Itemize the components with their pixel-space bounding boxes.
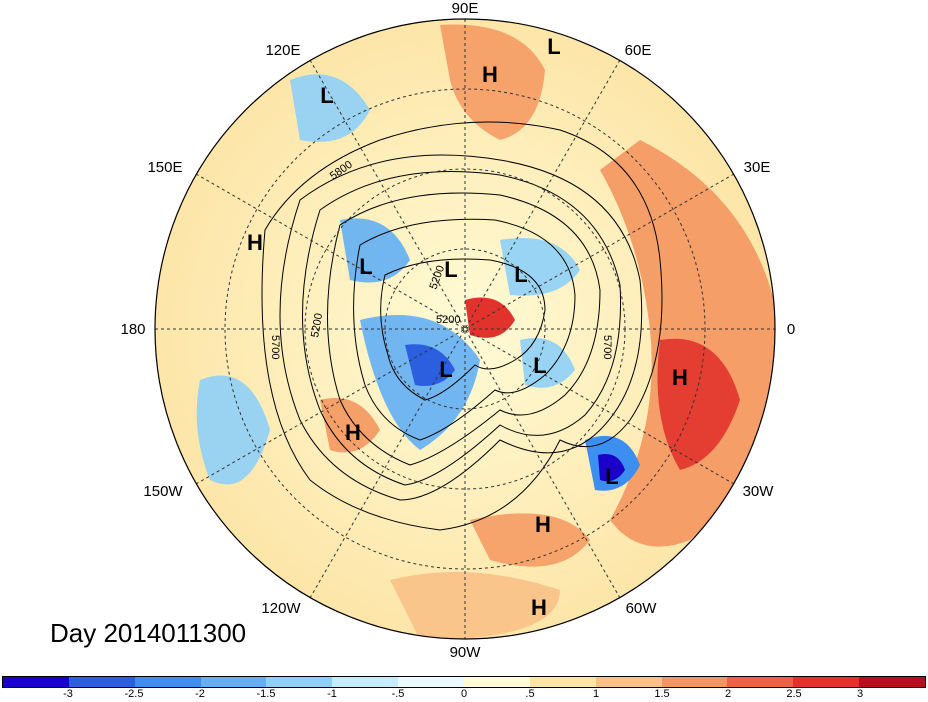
colorbar-swatch [529, 677, 596, 687]
high-marker: H [482, 62, 498, 87]
colorbar-swatch [68, 677, 135, 687]
low-marker: L [320, 83, 333, 108]
lon-90w: 90W [450, 644, 482, 661]
colorbar-swatch [859, 677, 926, 687]
high-marker: H [672, 365, 688, 390]
colorbar-swatch [464, 677, 530, 687]
height-contours [261, 121, 663, 531]
colorbar-tick-label: 0 [460, 688, 468, 700]
colorbar-swatch [266, 677, 333, 687]
lon-150e: 150E [147, 159, 182, 176]
colorbar-ticks: -3 -2.5 -2 -1.5 -1 -.5 0 .5 1 1.5 2 2.5 3 [0, 688, 928, 702]
lon-150w: 150W [143, 483, 183, 500]
map-border [154, 18, 776, 640]
colorbar-swatch [595, 677, 662, 687]
colorbar-swatch [727, 677, 794, 687]
colorbar-tick-label: -.5 [391, 688, 405, 700]
lon-180: 180 [120, 321, 145, 338]
lon-90e: 90E [452, 0, 479, 17]
colorbar-tick-label: 1 [592, 688, 600, 700]
low-marker: L [444, 257, 457, 282]
contour-label: 5200 [436, 314, 460, 326]
colorbar-swatch [3, 677, 69, 687]
colorbar-swatch [398, 677, 465, 687]
lon-120w: 120W [261, 600, 301, 617]
lon-120e: 120E [265, 42, 300, 59]
colorbar-tick-label: -3 [63, 688, 73, 700]
colorbar [2, 676, 926, 688]
high-marker: H [535, 512, 551, 537]
pressure-centers: H H H H H H L L L L L L L L [247, 34, 688, 620]
colorbar-swatch [200, 677, 267, 687]
longitude-labels: 90E 60E 30E 0 30W 60W 90W 120W 150W 180 … [120, 0, 795, 661]
colorbar-tick-label: -1.5 [256, 688, 276, 700]
colorbar-swatch [793, 677, 860, 687]
low-marker: L [533, 353, 546, 378]
contour-label: 5700 [269, 335, 281, 359]
colorbar-tick-label: 1.5 [654, 688, 670, 700]
colorbar-tick-label: -2 [195, 688, 205, 700]
contour-label: 5200 [309, 312, 325, 338]
colorbar-tick-label: 2.5 [786, 688, 802, 700]
colorbar-swatch [661, 677, 728, 687]
colorbar-tick-label: -2.5 [124, 688, 144, 700]
low-marker: L [439, 357, 452, 382]
lon-60w: 60W [626, 600, 658, 617]
polar-map: 90E 60E 30E 0 30W 60W 90W 120W 150W 180 … [120, 0, 795, 661]
lon-0: 0 [787, 321, 795, 338]
lon-30e: 30E [744, 159, 771, 176]
colorbar-tick-label: 2 [724, 688, 732, 700]
low-marker: L [547, 34, 560, 59]
high-marker: H [345, 420, 361, 445]
lon-60e: 60E [625, 42, 652, 59]
high-marker: H [247, 230, 263, 255]
graticule [155, 19, 775, 639]
map-title: Day 2014011300 [50, 618, 247, 648]
low-marker: L [514, 262, 527, 287]
high-marker: H [531, 595, 547, 620]
colorbar-tick-label: .5 [525, 688, 535, 700]
colorbar-swatch [332, 677, 399, 687]
low-marker: L [359, 254, 372, 279]
colorbar-swatch [134, 677, 201, 687]
low-marker: L [605, 464, 618, 489]
colorbar-tick-label: -1 [327, 688, 337, 700]
contour-label: 5700 [601, 335, 613, 359]
colorbar-tick-label: 3 [856, 688, 864, 700]
lon-30w: 30W [743, 483, 775, 500]
